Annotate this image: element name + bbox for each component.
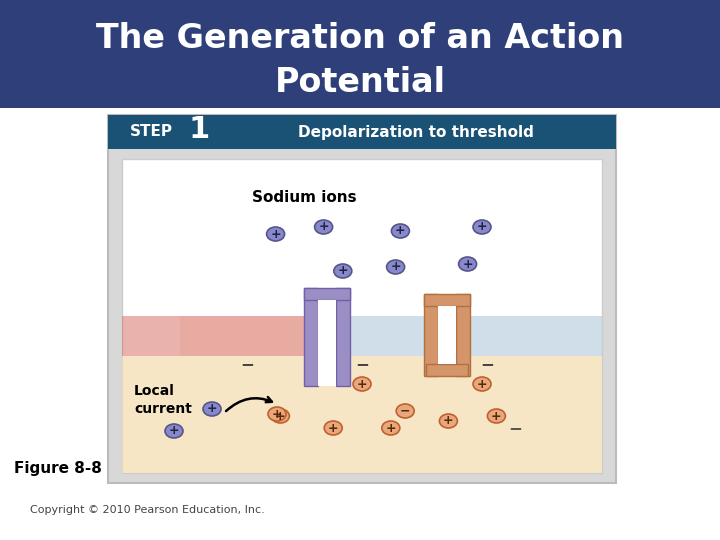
- Ellipse shape: [473, 377, 491, 391]
- Bar: [305, 316, 602, 356]
- Bar: [336, 288, 351, 386]
- Text: +: +: [338, 265, 348, 278]
- Ellipse shape: [203, 402, 221, 416]
- Ellipse shape: [315, 220, 333, 234]
- Bar: [438, 306, 456, 364]
- Text: +: +: [328, 422, 338, 435]
- Text: STEP: STEP: [130, 125, 173, 139]
- Text: +: +: [270, 227, 281, 240]
- Bar: [0, 0, 720, 108]
- Bar: [426, 364, 469, 376]
- Ellipse shape: [353, 377, 371, 391]
- Ellipse shape: [324, 421, 342, 435]
- Ellipse shape: [387, 260, 405, 274]
- Bar: [424, 294, 438, 376]
- Ellipse shape: [459, 257, 477, 271]
- Text: −: −: [508, 419, 523, 437]
- Ellipse shape: [396, 404, 414, 418]
- Bar: [108, 115, 616, 149]
- Text: Sodium ions: Sodium ions: [251, 190, 356, 205]
- Text: −: −: [480, 355, 494, 373]
- Text: +: +: [318, 220, 329, 233]
- Text: +: +: [443, 415, 454, 428]
- Text: −: −: [240, 355, 253, 373]
- Text: +: +: [356, 377, 367, 390]
- Ellipse shape: [439, 414, 457, 428]
- Text: current: current: [134, 402, 192, 416]
- Text: +: +: [395, 225, 405, 238]
- Ellipse shape: [382, 421, 400, 435]
- Text: +: +: [477, 220, 487, 233]
- Bar: [122, 316, 305, 356]
- Bar: [108, 115, 616, 483]
- Bar: [179, 316, 305, 356]
- Ellipse shape: [392, 224, 410, 238]
- Text: Depolarization to threshold: Depolarization to threshold: [298, 125, 534, 139]
- Text: +: +: [477, 377, 487, 390]
- Bar: [424, 294, 470, 306]
- Text: +: +: [385, 422, 396, 435]
- Ellipse shape: [473, 220, 491, 234]
- Text: +: +: [462, 258, 473, 271]
- Text: +: +: [275, 409, 286, 422]
- Ellipse shape: [334, 264, 352, 278]
- Ellipse shape: [487, 409, 505, 423]
- Bar: [318, 300, 336, 386]
- Text: Copyright © 2010 Pearson Education, Inc.: Copyright © 2010 Pearson Education, Inc.: [30, 505, 265, 515]
- Ellipse shape: [266, 227, 284, 241]
- Text: −: −: [400, 404, 410, 417]
- Ellipse shape: [271, 409, 289, 423]
- Text: Potential: Potential: [274, 65, 446, 98]
- Text: 1: 1: [188, 116, 210, 145]
- Text: +: +: [491, 409, 502, 422]
- Bar: [305, 288, 351, 300]
- Bar: [305, 288, 318, 386]
- Ellipse shape: [268, 407, 286, 421]
- Bar: [122, 356, 602, 473]
- Text: Figure 8-8: Figure 8-8: [14, 461, 102, 476]
- Text: The Generation of an Action: The Generation of an Action: [96, 22, 624, 55]
- Text: +: +: [207, 402, 217, 415]
- Text: −: −: [355, 355, 369, 373]
- Text: +: +: [271, 408, 282, 421]
- Ellipse shape: [165, 424, 183, 438]
- Text: Local: Local: [134, 384, 175, 398]
- Text: +: +: [168, 424, 179, 437]
- Bar: [122, 159, 602, 473]
- Bar: [456, 294, 470, 376]
- Text: +: +: [390, 260, 401, 273]
